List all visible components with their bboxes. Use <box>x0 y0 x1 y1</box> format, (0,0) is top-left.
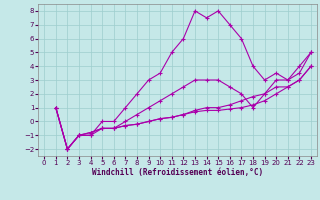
X-axis label: Windchill (Refroidissement éolien,°C): Windchill (Refroidissement éolien,°C) <box>92 168 263 177</box>
